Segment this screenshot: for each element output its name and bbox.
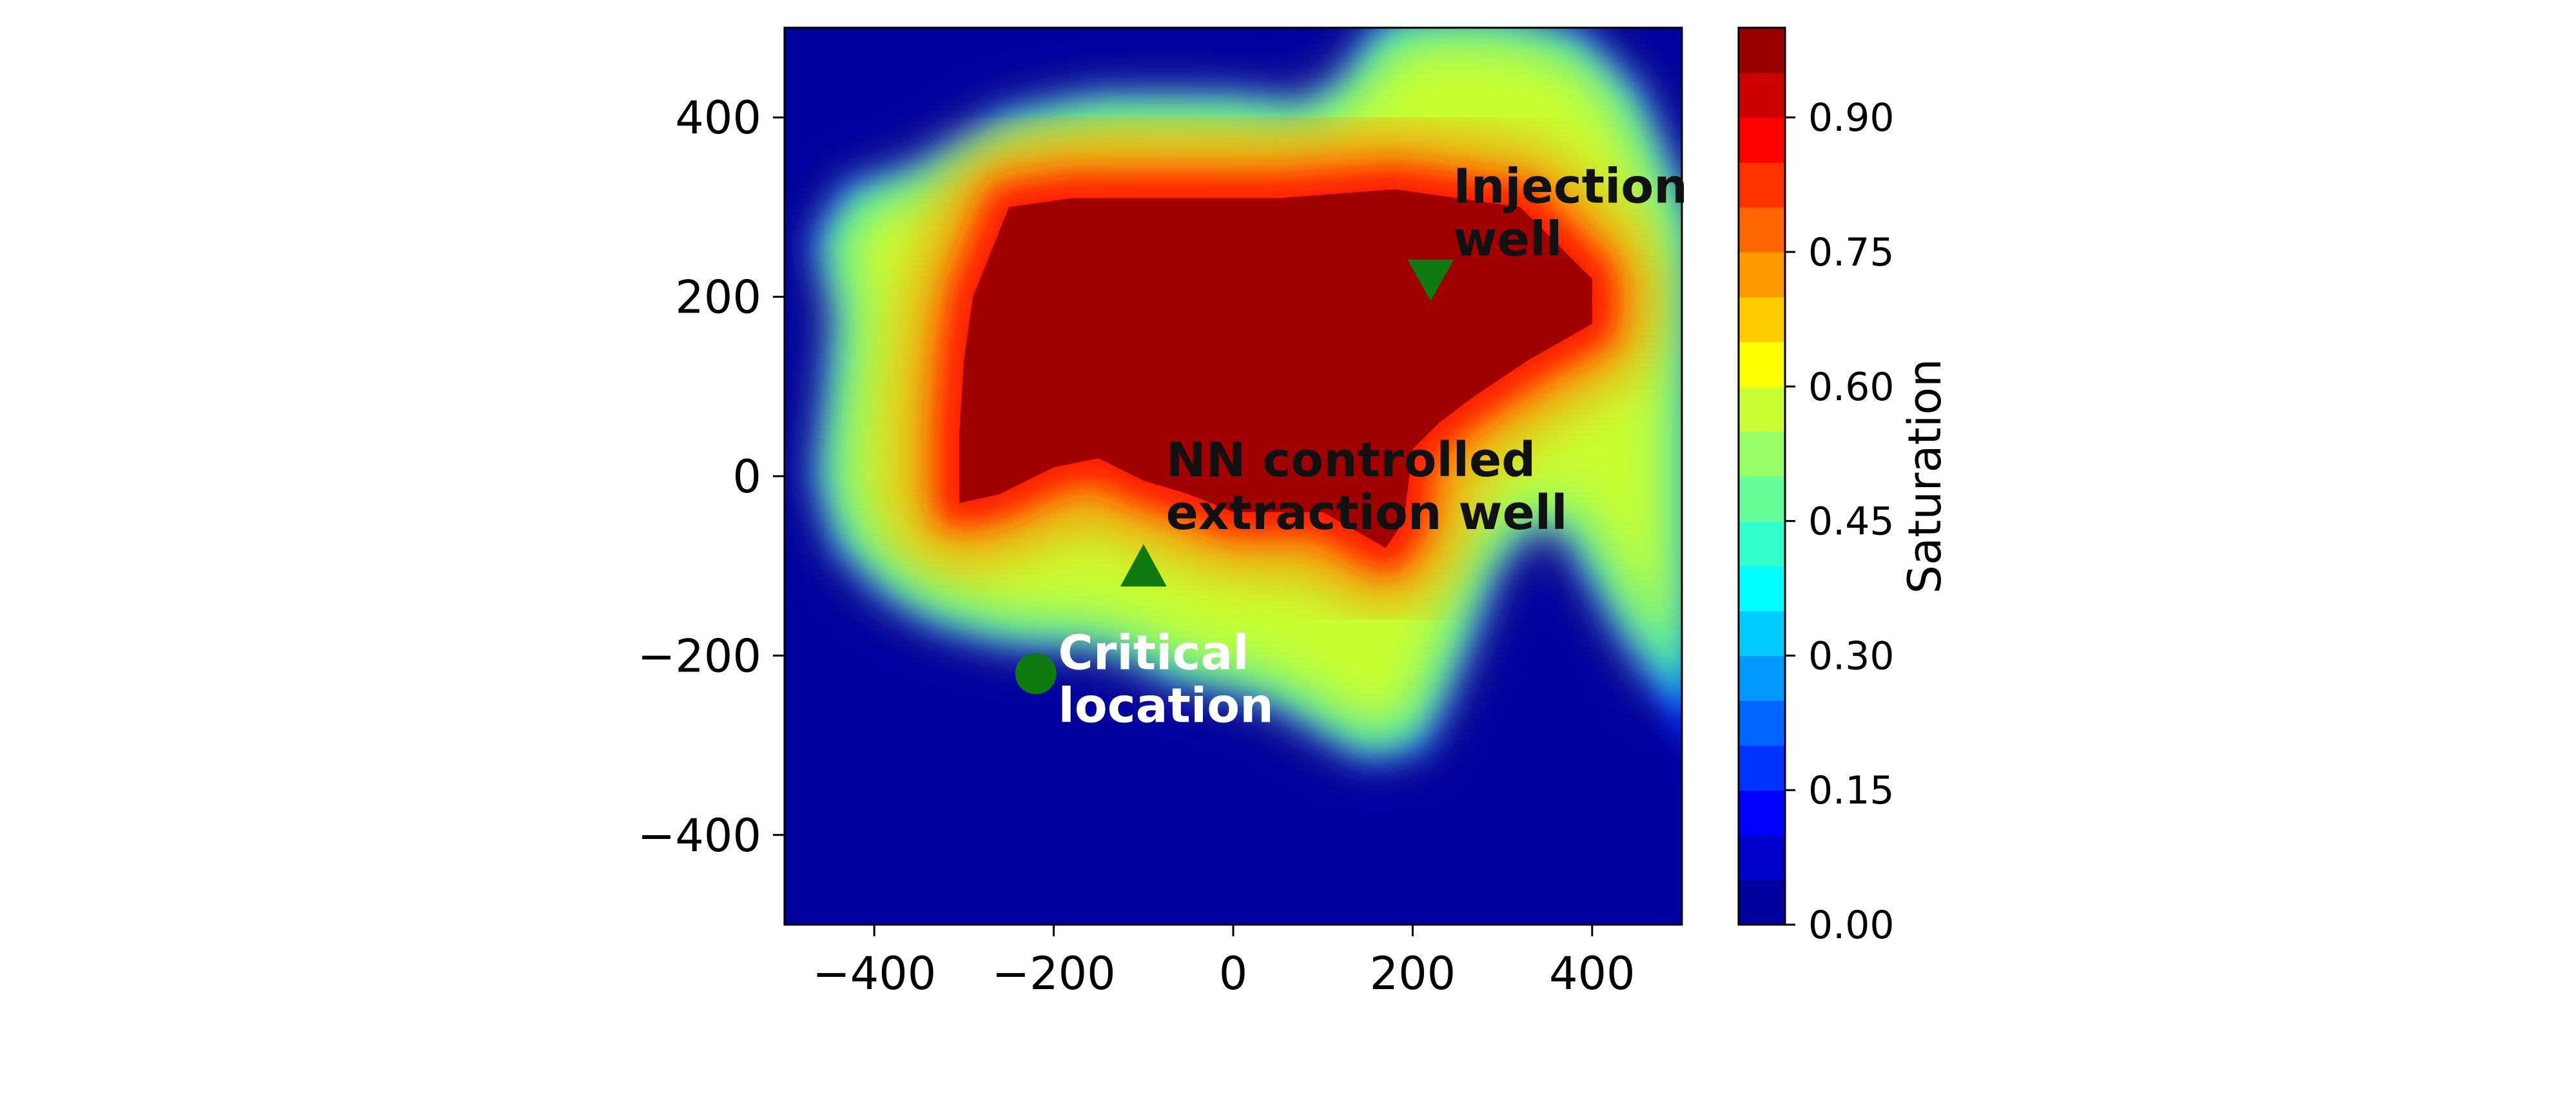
colorbar-segment [1739,790,1785,836]
colorbar-segment [1739,476,1785,522]
colorbar-frame [1737,26,1786,926]
colorbar-segment [1739,610,1785,656]
colorbar-tick-label: 0.00 [1808,903,1895,948]
x-tick-label: 0 [1219,947,1248,1000]
colorbar-segment [1739,342,1785,387]
colorbar-tick-label: 0.45 [1808,499,1895,544]
y-tick-label: 200 [675,271,761,324]
annotation-label: Injection well [1453,159,1688,267]
annotation-line: well [1453,211,1562,267]
colorbar-segment [1739,72,1785,118]
annotation-line: Injection [1453,159,1688,214]
annotation-line: location [1059,678,1274,733]
colorbar-segment [1739,162,1785,207]
colorbar-segment [1739,566,1785,612]
colorbar-segment [1739,117,1785,163]
colorbar-segment [1739,834,1785,880]
colorbar-segment [1739,655,1785,701]
saturation-field [785,28,1682,925]
y-tick-label: −400 [638,809,761,862]
critical-location-marker [1015,653,1057,695]
y-tick-label: 0 [732,450,761,503]
annotation-line: extraction well [1166,485,1568,541]
colorbar-tick-label: 0.90 [1808,95,1895,140]
x-tick-label: −200 [991,947,1115,1000]
injection-well-marker [1407,259,1454,301]
annotation-label: Critical location [1059,625,1274,733]
extraction-well-marker [1120,544,1167,587]
colorbar-tick-label: 0.75 [1808,230,1895,275]
y-tick-label: 400 [675,92,761,144]
x-tick-label: −400 [812,947,936,1000]
plume [808,28,1682,766]
y-tick-label: −200 [638,630,761,682]
colorbar-segment [1739,207,1785,253]
colorbar-segment [1739,521,1785,566]
annotation-line: Critical [1059,625,1249,680]
colorbar-segment [1739,28,1785,73]
x-tick-label: 200 [1370,947,1456,1000]
colorbar: 0.00 0.15 0.30 0.45 0.60 0.75 0.90 Saturation [1737,26,1951,948]
annotation-line: NN controlled [1166,432,1536,488]
colorbar-segment [1739,880,1785,925]
colorbar-segment [1739,700,1785,746]
colorbar-segment [1739,745,1785,791]
colorbar-segment [1739,431,1785,477]
colorbar-tick-label: 0.60 [1808,365,1895,410]
colorbar-label: Saturation [1898,359,1951,594]
annotation-label: NN controlled extraction well [1166,432,1568,541]
colorbar-tick-label: 0.15 [1808,768,1895,813]
colorbar-segment [1739,296,1785,342]
colorbar-tick-label: 0.30 [1808,633,1895,679]
colorbar-segment [1739,386,1785,432]
colorbar-segment [1739,252,1785,298]
plot-area: −400 −200 0 200 400 −400 −200 0 200 400 Injection w… [638,26,1688,1000]
x-tick-label: 400 [1549,947,1635,1000]
